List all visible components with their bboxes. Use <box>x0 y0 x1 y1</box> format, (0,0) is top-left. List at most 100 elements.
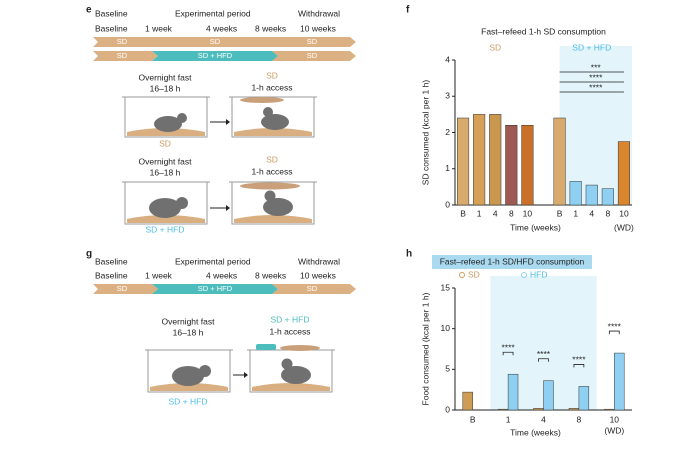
x-tick-label: 1 <box>506 414 511 424</box>
bracket <box>538 358 549 362</box>
title-box <box>432 255 592 269</box>
group-label: SD + HFD <box>572 42 611 52</box>
bar <box>457 117 470 206</box>
bar <box>553 117 566 206</box>
x-tick-label: 1 <box>477 208 482 218</box>
timeline-label: SD + HFD <box>198 51 233 60</box>
x-axis-label: Time (weeks) <box>510 427 561 437</box>
label: 16–18 h <box>150 83 181 93</box>
significance: **** <box>608 321 622 331</box>
bar <box>614 352 625 411</box>
wd-label: (WD) <box>604 425 624 435</box>
label: SD + HFD <box>146 224 185 234</box>
bar <box>489 114 502 206</box>
bar <box>617 141 630 206</box>
legend-label: HFD <box>530 269 547 279</box>
panel-letter: e <box>86 5 92 16</box>
header: Baseline <box>95 23 128 33</box>
timeline-label: SD <box>210 37 221 46</box>
x-tick-label: 8 <box>577 414 582 424</box>
header: 10 weeks <box>300 23 336 33</box>
x-tick-label: 4 <box>541 414 546 424</box>
y-tick-label: 0 <box>445 404 450 414</box>
timeline-label: SD <box>117 37 128 46</box>
header: 8 weeks <box>255 23 286 33</box>
header: Withdrawal <box>298 256 340 266</box>
y-tick-label: 4 <box>445 54 450 64</box>
y-tick-label: 2 <box>445 127 450 137</box>
bar <box>585 184 598 206</box>
label: SD <box>266 154 278 164</box>
timeline <box>93 51 158 61</box>
legend-marker <box>521 272 527 278</box>
timeline-label: SD <box>307 284 318 293</box>
x-axis-label: Time (weeks) <box>510 222 561 232</box>
label: 1-h access <box>251 166 292 176</box>
label: 1-h access <box>251 82 292 92</box>
header: 8 weeks <box>255 270 286 280</box>
timeline-label: SD <box>117 51 128 60</box>
timeline <box>272 284 356 294</box>
panel-letter: h <box>406 249 412 260</box>
bar <box>601 188 614 206</box>
x-tick-label: 4 <box>589 208 594 218</box>
x-tick-label: 10 <box>610 414 620 424</box>
bar <box>569 181 582 206</box>
header: 4 weeks <box>206 23 237 33</box>
bar <box>521 125 534 206</box>
significance: *** <box>591 62 602 72</box>
timeline-label: SD <box>307 51 318 60</box>
label: Overnight fast <box>139 72 193 82</box>
panel-letter: g <box>86 249 92 260</box>
header: 4 weeks <box>206 270 237 280</box>
header: Baseline <box>95 8 128 18</box>
header: Baseline <box>95 270 128 280</box>
bar <box>497 408 509 411</box>
timeline <box>93 284 158 294</box>
panel-g: g Baseline Experimental period Withdrawa… <box>86 249 356 406</box>
timeline <box>152 51 278 61</box>
significance: **** <box>589 82 603 92</box>
significance: **** <box>589 72 603 82</box>
label: 1-h access <box>269 326 310 336</box>
label: SD <box>266 70 278 80</box>
bar <box>604 408 615 411</box>
header: 1 week <box>145 270 173 280</box>
panel-letter: f <box>406 5 410 16</box>
legend-label: SD <box>468 269 480 279</box>
header: Experimental period <box>175 256 251 266</box>
label: SD + HFD <box>271 314 310 324</box>
x-tick-label: B <box>470 414 476 424</box>
x-tick-label: 10 <box>619 208 629 218</box>
bar <box>578 386 590 411</box>
bar <box>533 408 544 411</box>
bar <box>462 391 473 411</box>
label: 16–18 h <box>150 167 181 177</box>
bar <box>505 125 518 206</box>
legend-marker <box>459 272 465 278</box>
y-tick-label: 0 <box>445 199 450 209</box>
timeline <box>93 37 356 47</box>
significance: **** <box>572 355 586 365</box>
panel-e: e Baseline Experimental period Withdrawa… <box>86 5 356 234</box>
y-tick-label: 5 <box>445 364 450 374</box>
y-tick-label: 3 <box>445 91 450 101</box>
timeline <box>152 284 278 294</box>
y-tick-label: 1 <box>445 163 450 173</box>
x-tick-label: 8 <box>509 208 514 218</box>
x-tick-label: 4 <box>493 208 498 218</box>
header: Experimental period <box>175 8 251 18</box>
header: Baseline <box>95 256 128 266</box>
y-axis-label: Food consumed (kcal per 1 h) <box>420 292 430 405</box>
y-axis-label: SD consumed (kcal per 1 h) <box>420 80 430 186</box>
header: 10 weeks <box>300 270 336 280</box>
x-tick-label: 8 <box>605 208 610 218</box>
label: SD + HFD <box>169 396 208 406</box>
group-label: SD <box>489 42 501 52</box>
bracket <box>573 364 585 368</box>
bar <box>568 408 580 411</box>
header: 1 week <box>145 23 173 33</box>
bar <box>543 380 554 411</box>
bar <box>473 114 486 206</box>
y-tick-label: 15 <box>441 282 451 292</box>
